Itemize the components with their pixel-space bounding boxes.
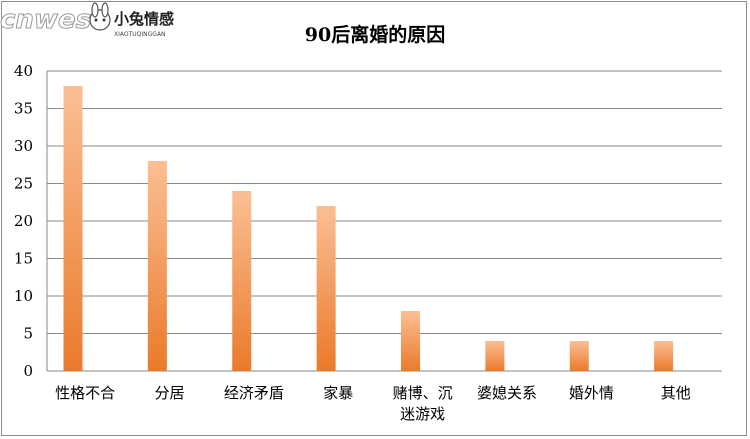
bunny-icon	[89, 2, 111, 31]
bar	[232, 191, 252, 371]
y-tick-label: 35	[14, 100, 33, 118]
bar	[485, 341, 505, 371]
watermark: cnwest 小兔情感 XIAOTUQINGGAN	[0, 2, 174, 38]
x-tick-label: 婆媳关系	[477, 384, 537, 402]
bar	[569, 341, 589, 371]
x-tick-label: 婚外情	[569, 384, 614, 402]
chart-title: 90后离婚的原因	[304, 24, 446, 46]
watermark-sub: XIAOTUQINGGAN	[114, 31, 166, 38]
x-tick-label: 赌博、沉	[393, 384, 453, 402]
bar	[401, 311, 420, 371]
x-tick-label: 分居	[155, 384, 185, 402]
x-tick-label: 迷游戏	[400, 405, 445, 423]
x-tick-label: 其他	[661, 384, 691, 402]
x-tick-label: 家暴	[323, 384, 353, 402]
y-tick-label: 25	[14, 175, 33, 193]
y-tick-label: 20	[14, 212, 33, 230]
x-tick-label: 经济矛盾	[224, 384, 284, 402]
y-tick-label: 5	[23, 325, 33, 343]
watermark-brand: 小兔情感	[114, 10, 174, 28]
bar	[654, 341, 674, 371]
bar	[147, 161, 167, 371]
x-tick-label: 性格不合	[55, 384, 115, 402]
bar	[63, 86, 83, 371]
watermark-site: cnwest	[0, 5, 105, 35]
y-tick-label: 15	[14, 250, 33, 268]
y-tick-label: 30	[14, 137, 33, 155]
y-tick-label: 0	[23, 362, 33, 380]
bar	[316, 206, 336, 371]
y-tick-label: 10	[14, 287, 33, 305]
y-tick-label: 40	[14, 62, 33, 80]
